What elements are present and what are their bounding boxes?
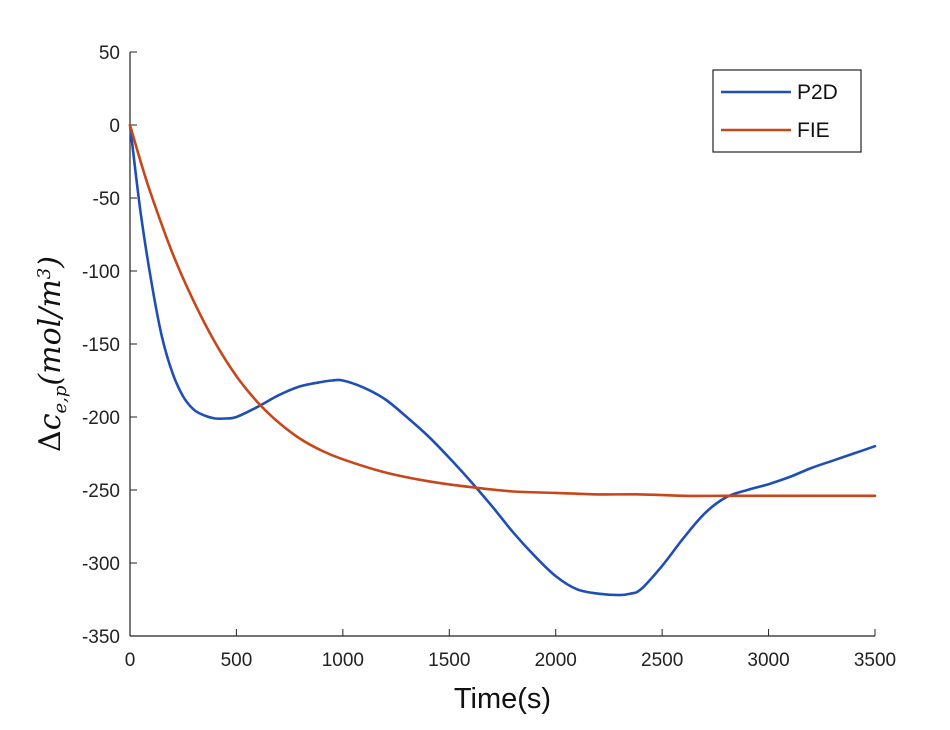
svg-text:Δce,p(mol/m3): Δce,p(mol/m3) <box>33 256 71 452</box>
y-label-unit-open: (mol/m <box>33 279 68 385</box>
y-tick-label: 0 <box>109 116 120 137</box>
x-axis-label: Time(s) <box>454 683 551 715</box>
y-tick-label: -200 <box>82 408 120 429</box>
series-line-fie <box>128 123 877 498</box>
legend-label-p2d: P2D <box>797 81 838 104</box>
y-tick-label: -350 <box>82 627 120 648</box>
legend: P2D FIE <box>712 69 862 153</box>
y-axis-ticks: 50 0 -50 -100 -150 -200 -250 -300 -350 <box>82 43 137 648</box>
y-label-sup: 3 <box>34 268 55 279</box>
x-tick-label: 0 <box>125 650 136 671</box>
x-tick-label: 1000 <box>322 650 364 671</box>
series-layer <box>128 123 877 597</box>
y-tick-label: -50 <box>93 189 120 210</box>
y-label-delta: Δ <box>33 430 68 452</box>
x-tick-label: 1500 <box>428 650 470 671</box>
series-line-p2d <box>128 123 877 597</box>
x-tick-label: 2000 <box>535 650 577 671</box>
y-label-sub: e,p <box>50 385 71 413</box>
y-tick-label: 50 <box>99 43 120 64</box>
legend-label-fie: FIE <box>797 119 830 142</box>
x-tick-label: 500 <box>221 650 253 671</box>
x-tick-label: 2500 <box>641 650 683 671</box>
x-axis-ticks: 0 500 1000 1500 2000 2500 3000 3500 <box>125 629 896 671</box>
x-tick-label: 3500 <box>854 650 896 671</box>
y-tick-label: -250 <box>82 481 120 502</box>
y-tick-label: -300 <box>82 554 120 575</box>
y-tick-label: -150 <box>82 335 120 356</box>
x-tick-label: 3000 <box>747 650 789 671</box>
legend-box <box>712 69 862 153</box>
y-tick-label: -100 <box>82 262 120 283</box>
y-label-unit-close: ) <box>33 256 68 269</box>
y-axis-label: Δce,p(mol/m3) <box>33 256 71 452</box>
y-label-c: c <box>33 413 68 430</box>
